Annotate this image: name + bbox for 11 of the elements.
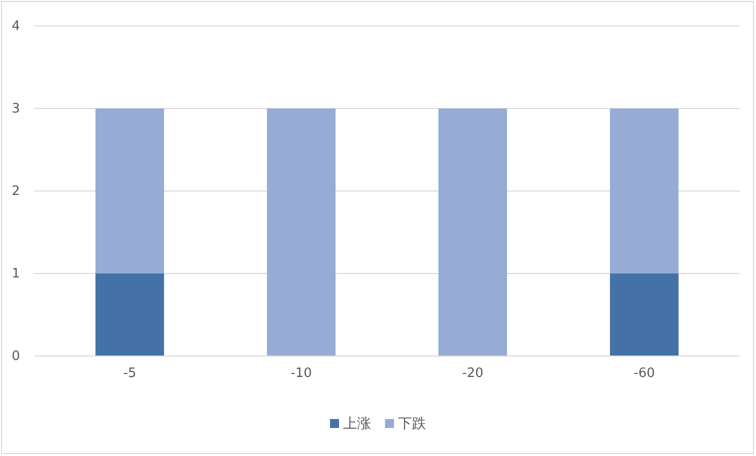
x-tick-label: -60 <box>634 366 655 382</box>
legend-label: 上涨 <box>343 416 371 432</box>
y-tick-label: 0 <box>12 349 20 364</box>
y-tick-label: 2 <box>12 184 20 200</box>
x-tick-label: -10 <box>290 366 312 382</box>
y-tick-label: 4 <box>12 19 20 34</box>
x-tick-label: -20 <box>462 366 484 382</box>
y-tick-label: 1 <box>12 266 20 282</box>
legend-label: 下跌 <box>398 416 426 432</box>
y-tick-label: 3 <box>12 102 20 117</box>
x-tick-label: -5 <box>123 366 136 382</box>
